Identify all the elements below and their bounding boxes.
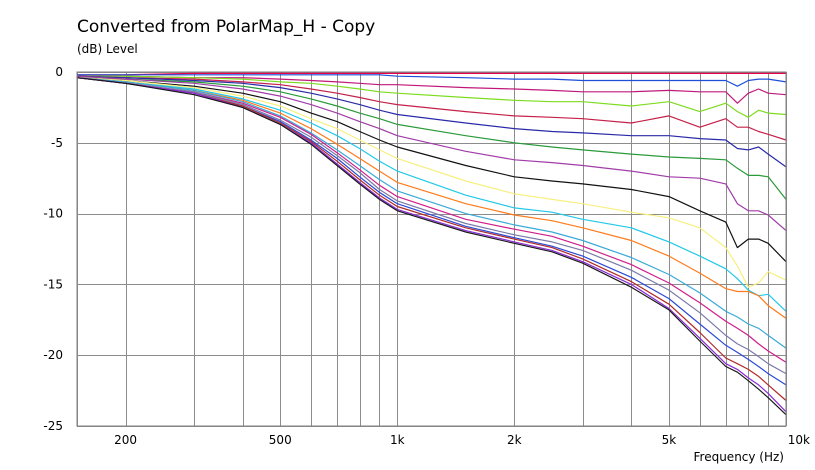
series-line-2 bbox=[77, 74, 787, 87]
y-axis-unit-label: (dB) Level bbox=[77, 42, 138, 56]
y-tick-label: -5 bbox=[51, 136, 63, 150]
x-tick-label: 5k bbox=[662, 433, 677, 447]
series-line-16 bbox=[76, 77, 787, 386]
x-tick-label: 500 bbox=[269, 433, 292, 447]
y-tick-label: 0 bbox=[55, 65, 63, 79]
series-line-5 bbox=[76, 75, 787, 141]
x-axis-label: Frequency (Hz) bbox=[694, 450, 785, 464]
series-line-14 bbox=[76, 77, 787, 363]
series-line-1 bbox=[77, 72, 786, 76]
x-tick-label: 200 bbox=[114, 433, 137, 447]
series-line-11 bbox=[76, 77, 787, 312]
series-line-8 bbox=[76, 75, 787, 232]
x-tick-label: 2k bbox=[507, 433, 522, 447]
series-line-10 bbox=[76, 77, 787, 288]
y-tick-labels: 0 -5 -10 -15 -20 -25 bbox=[43, 65, 63, 433]
x-tick-label: 1k bbox=[390, 433, 405, 447]
plot-area-background bbox=[77, 72, 786, 426]
series-line-12 bbox=[76, 77, 787, 319]
series-line-7 bbox=[76, 75, 787, 200]
series-line-6 bbox=[76, 75, 787, 168]
series-line-19 bbox=[76, 77, 787, 416]
series-line-9 bbox=[76, 77, 787, 263]
x-tick-labels: 200 500 1k 2k 5k 10k bbox=[114, 433, 810, 447]
y-tick-label: -15 bbox=[43, 277, 63, 291]
plot-area-frame bbox=[76, 71, 787, 427]
series-line-17 bbox=[76, 77, 787, 401]
series-lines bbox=[76, 72, 787, 416]
series-line-15 bbox=[76, 77, 787, 375]
x-tick-label: 10k bbox=[788, 433, 810, 447]
series-line-3 bbox=[77, 75, 787, 104]
y-tick-label: -25 bbox=[43, 419, 63, 433]
y-tick-label: -10 bbox=[43, 207, 63, 221]
y-tick-label: -20 bbox=[43, 348, 63, 362]
series-line-13 bbox=[76, 77, 787, 349]
series-line-4 bbox=[77, 75, 787, 118]
chart-title: Converted from PolarMap_H - Copy bbox=[77, 17, 376, 37]
